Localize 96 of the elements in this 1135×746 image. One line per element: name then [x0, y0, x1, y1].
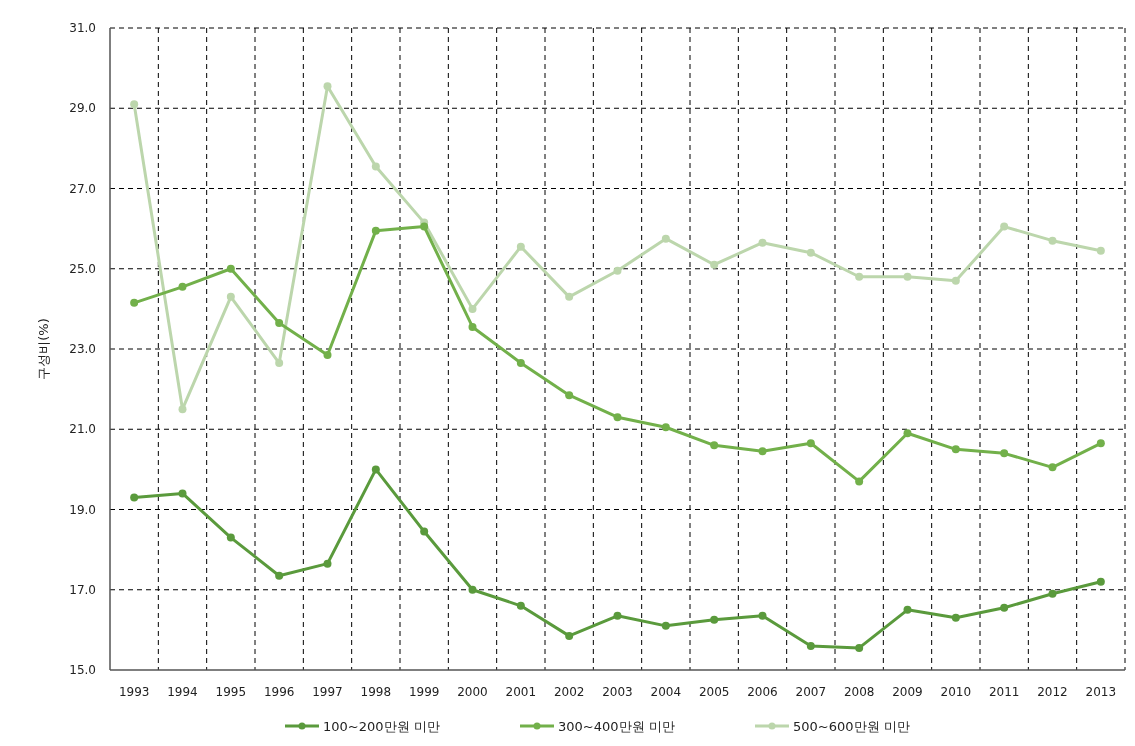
point: [516, 242, 525, 251]
point: [613, 413, 622, 422]
x-tick-label: 2002: [553, 685, 585, 699]
point: [130, 298, 139, 307]
point: [1000, 603, 1009, 612]
point: [178, 489, 187, 498]
point: [468, 322, 477, 331]
y-axis-title: 구성비(%): [36, 318, 51, 380]
point: [806, 641, 815, 650]
point: [758, 238, 767, 247]
x-tick-label: 2009: [892, 685, 923, 699]
point: [468, 304, 477, 313]
point: [275, 359, 284, 368]
point: [806, 248, 815, 257]
y-tick-label: 19.0: [69, 502, 96, 517]
x-tick-label: 2011: [988, 685, 1020, 699]
point: [516, 601, 525, 610]
point: [1096, 439, 1105, 448]
point: [468, 585, 477, 594]
y-tick-label: 25.0: [69, 261, 96, 276]
x-tick-label: 2001: [505, 685, 537, 699]
x-tick-label: 2012: [1037, 685, 1068, 699]
point: [951, 445, 960, 454]
point: [371, 465, 380, 474]
point: [1048, 236, 1057, 245]
point: [806, 439, 815, 448]
x-tick-label: 2007: [795, 685, 827, 699]
point: [323, 351, 332, 360]
y-tick-label: 27.0: [69, 181, 96, 196]
point: [951, 276, 960, 285]
x-tick-label: 2004: [650, 685, 682, 699]
point: [903, 605, 912, 614]
x-tick-label: 1994: [167, 685, 198, 699]
y-tick-label: 29.0: [69, 101, 96, 116]
legend-label: 500~600만원 미만: [793, 719, 910, 734]
x-tick-label: 1999: [408, 685, 440, 699]
point: [1096, 246, 1105, 255]
point: [855, 272, 864, 281]
point: [661, 621, 670, 630]
point: [565, 292, 574, 301]
y-tick-label: 31.0: [69, 21, 96, 35]
point: [1096, 577, 1105, 586]
point: [613, 266, 622, 275]
x-tick-label: 2005: [698, 685, 730, 699]
point: [1048, 463, 1057, 472]
point: [516, 359, 525, 368]
point: [710, 260, 719, 269]
x-tick-label: 1996: [263, 685, 295, 699]
y-tick-label: 15.0: [69, 663, 96, 677]
point: [226, 533, 235, 542]
point: [855, 477, 864, 486]
point: [903, 429, 912, 438]
point: [565, 391, 574, 400]
y-tick-label: 21.0: [69, 422, 96, 437]
x-tick-label: 2010: [940, 685, 972, 699]
point: [855, 643, 864, 652]
point: [178, 282, 187, 291]
point: [710, 441, 719, 450]
x-tick-label: 2003: [602, 685, 633, 699]
x-tick-label: 2006: [747, 685, 778, 699]
x-tick-label: 1993: [118, 685, 150, 699]
point: [420, 222, 429, 231]
point: [275, 318, 284, 327]
point: [758, 447, 767, 456]
point: [1048, 589, 1057, 598]
point: [420, 527, 429, 536]
point: [661, 234, 670, 243]
x-tick-label: 2013: [1085, 685, 1117, 699]
point: [323, 82, 332, 91]
y-tick-label: 17.0: [69, 582, 96, 597]
y-tick-label: 23.0: [69, 342, 96, 356]
x-tick-label: 2000: [457, 685, 488, 699]
point: [130, 493, 139, 502]
x-tick-label: 1998: [360, 685, 392, 699]
point: [178, 405, 187, 414]
point: [951, 613, 960, 622]
point: [661, 423, 670, 432]
point: [758, 611, 767, 620]
point: [1000, 222, 1009, 231]
point: [130, 100, 139, 109]
point: [226, 292, 235, 301]
x-tick-label: 2008: [843, 685, 875, 699]
x-tick-label: 1995: [215, 685, 247, 699]
point: [371, 162, 380, 171]
legend-label: 100~200만원 미만: [323, 719, 440, 734]
point: [1000, 449, 1009, 458]
point: [226, 264, 235, 273]
point: [275, 571, 284, 580]
point: [613, 611, 622, 620]
point: [565, 631, 574, 640]
point: [903, 272, 912, 281]
x-tick-label: 1997: [312, 685, 343, 699]
point: [323, 559, 332, 568]
point: [710, 615, 719, 624]
legend-label: 300~400만원 미만: [558, 719, 675, 734]
point: [371, 226, 380, 235]
